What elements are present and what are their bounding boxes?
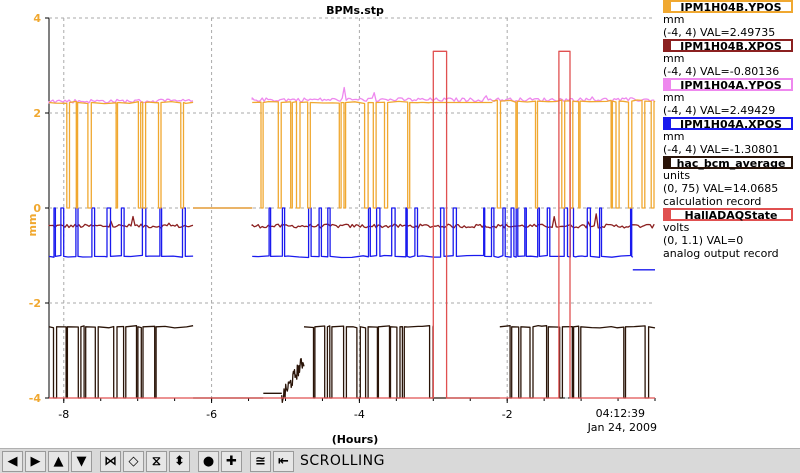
- scroll-down-button[interactable]: ▼: [71, 450, 92, 472]
- zoom-y-in-button[interactable]: ⧖: [146, 450, 167, 472]
- legend-series-name: HallADAQState: [663, 208, 793, 221]
- legend-range: (-4, 4): [663, 104, 697, 117]
- legend: IPM1H04B.YPOS mm (-4, 4) VAL=2.49735 IPM1H0…: [660, 0, 800, 448]
- legend-value: VAL=14.0685: [703, 182, 779, 195]
- auto-scale-button[interactable]: ≅: [250, 450, 271, 472]
- y-tick-label: 0: [33, 202, 41, 215]
- end-date-label: Jan 24, 2009: [587, 421, 657, 434]
- zoom-x-out-icon: ◇: [128, 453, 139, 469]
- legend-series-name: IPM1H04B.YPOS: [663, 0, 793, 13]
- legend-note: analog output record: [663, 247, 779, 260]
- series-layer: [48, 50, 656, 404]
- legend-units: mm: [663, 130, 685, 143]
- series-line-ipm1h04a-xpos: [48, 207, 655, 271]
- scroll-left-icon: ◀: [7, 453, 18, 469]
- legend-series-name: IPM1H04A.XPOS: [663, 117, 793, 130]
- legend-range-value: (0, 75) VAL=14.0685: [660, 182, 800, 195]
- zoom-x-in-icon: ⋈: [104, 453, 117, 469]
- undo-icon: ⇤: [278, 453, 289, 469]
- series-line-halladaqstate: [49, 50, 655, 399]
- chart-title: BPMs.stp: [326, 4, 384, 17]
- scroll-up-button[interactable]: ▲: [48, 450, 69, 472]
- end-time-label: 04:12:39: [596, 407, 645, 420]
- scroll-right-button[interactable]: ▶: [25, 450, 46, 472]
- legend-series-name: IPM1H04A.YPOS: [663, 78, 793, 91]
- legend-entry-ipm1h04b-ypos[interactable]: IPM1H04B.YPOS mm (-4, 4) VAL=2.49735: [660, 0, 800, 39]
- series-line-ipm1h04b-ypos: [48, 99, 656, 209]
- legend-range: (-4, 4): [663, 26, 697, 39]
- legend-range-value: (-4, 4) VAL=2.49735: [660, 26, 800, 39]
- legend-range: (-4, 4): [663, 65, 697, 78]
- legend-note: calculation record: [663, 195, 762, 208]
- scroll-left-button[interactable]: ◀: [2, 450, 23, 472]
- legend-units: units: [663, 169, 691, 182]
- legend-series-name: hac_bcm_average: [663, 156, 793, 169]
- auto-scale-icon: ≅: [255, 453, 266, 469]
- x-tick-label: -6: [206, 408, 217, 421]
- legend-value: VAL=-1.30801: [700, 143, 780, 156]
- x-tick-label: -2: [502, 408, 513, 421]
- y-tick-label: -4: [29, 392, 42, 405]
- legend-range-value: (-4, 4) VAL=-1.30801: [660, 143, 800, 156]
- y-tick-label: -2: [29, 297, 41, 310]
- scroll-up-icon: ▲: [53, 453, 64, 469]
- legend-entry-ipm1h04a-ypos[interactable]: IPM1H04A.YPOS mm (-4, 4) VAL=2.49429: [660, 78, 800, 117]
- stop-icon: ●: [202, 453, 215, 469]
- legend-range-value: (0, 1.1) VAL=0: [660, 234, 800, 247]
- legend-value: VAL=2.49429: [700, 104, 776, 117]
- legend-range-value: (-4, 4) VAL=-0.80136: [660, 65, 800, 78]
- legend-entry-ipm1h04a-xpos[interactable]: IPM1H04A.XPOS mm (-4, 4) VAL=-1.30801: [660, 117, 800, 156]
- mode-label: SCROLLING: [300, 453, 385, 469]
- legend-value: VAL=-0.80136: [700, 65, 780, 78]
- y-tick-label: 4: [33, 12, 41, 25]
- zoom-x-in-button[interactable]: ⋈: [100, 450, 121, 472]
- y-axis-label: mm: [26, 214, 39, 237]
- legend-range: (0, 75): [663, 182, 700, 195]
- legend-units: mm: [663, 13, 685, 26]
- legend-entry-hac-bcm-average[interactable]: hac_bcm_average units (0, 75) VAL=14.0685 c…: [660, 156, 800, 208]
- zoom-y-out-icon: ⬍: [174, 453, 185, 469]
- toolbar-separator: [192, 451, 196, 472]
- stop-button[interactable]: ●: [198, 450, 219, 472]
- legend-range-value: (-4, 4) VAL=2.49429: [660, 104, 800, 117]
- scroll-down-icon: ▼: [76, 453, 87, 469]
- legend-range: (0, 1.1): [663, 234, 704, 247]
- legend-value: VAL=0: [706, 234, 744, 247]
- y-tick-label: 2: [33, 107, 41, 120]
- series-line-ipm1h04a-ypos: [48, 86, 655, 104]
- toolbar-separator: [244, 451, 248, 472]
- zoom-x-out-button[interactable]: ◇: [123, 450, 144, 472]
- legend-series-name: IPM1H04B.XPOS: [663, 39, 793, 52]
- toolbar-separator: [94, 451, 98, 472]
- series-line-hac-bcm-average: [48, 324, 656, 404]
- scroll-right-icon: ▶: [30, 453, 41, 469]
- toolbar: ◀ ▶ ▲ ▼ ⋈ ◇ ⧖ ⬍ ● ✚ ≅ ⇤ SCROLLING: [0, 448, 800, 473]
- undo-button[interactable]: ⇤: [273, 450, 294, 472]
- legend-range: (-4, 4): [663, 143, 697, 156]
- legend-units: volts: [663, 221, 690, 234]
- axis-ticks: 4 2 0 -2 -4 -8 -6 -4 -2: [29, 12, 656, 421]
- toolbar-button-group: ◀ ▶ ▲ ▼ ⋈ ◇ ⧖ ⬍ ● ✚ ≅ ⇤: [2, 450, 294, 472]
- x-tick-label: -8: [58, 408, 69, 421]
- x-tick-label: -4: [354, 408, 365, 421]
- zoom-y-in-icon: ⧖: [151, 453, 162, 469]
- legend-entry-ipm1h04b-xpos[interactable]: IPM1H04B.XPOS mm (-4, 4) VAL=-0.80136: [660, 39, 800, 78]
- legend-units: mm: [663, 52, 685, 65]
- series-line-ipm1h04b-xpos: [48, 207, 655, 229]
- legend-value: VAL=2.49735: [700, 26, 776, 39]
- add-icon: ✚: [226, 453, 237, 469]
- legend-units: mm: [663, 91, 685, 104]
- x-axis-label: (Hours): [332, 433, 379, 446]
- zoom-y-out-button[interactable]: ⬍: [169, 450, 190, 472]
- legend-entry-halladaqstate[interactable]: HallADAQState volts (0, 1.1) VAL=0 analog o…: [660, 208, 800, 260]
- chart-plot-area: BPMs.stp mm (Hours) 04:12:39 Jan 24, 200…: [26, 4, 657, 446]
- add-button[interactable]: ✚: [221, 450, 242, 472]
